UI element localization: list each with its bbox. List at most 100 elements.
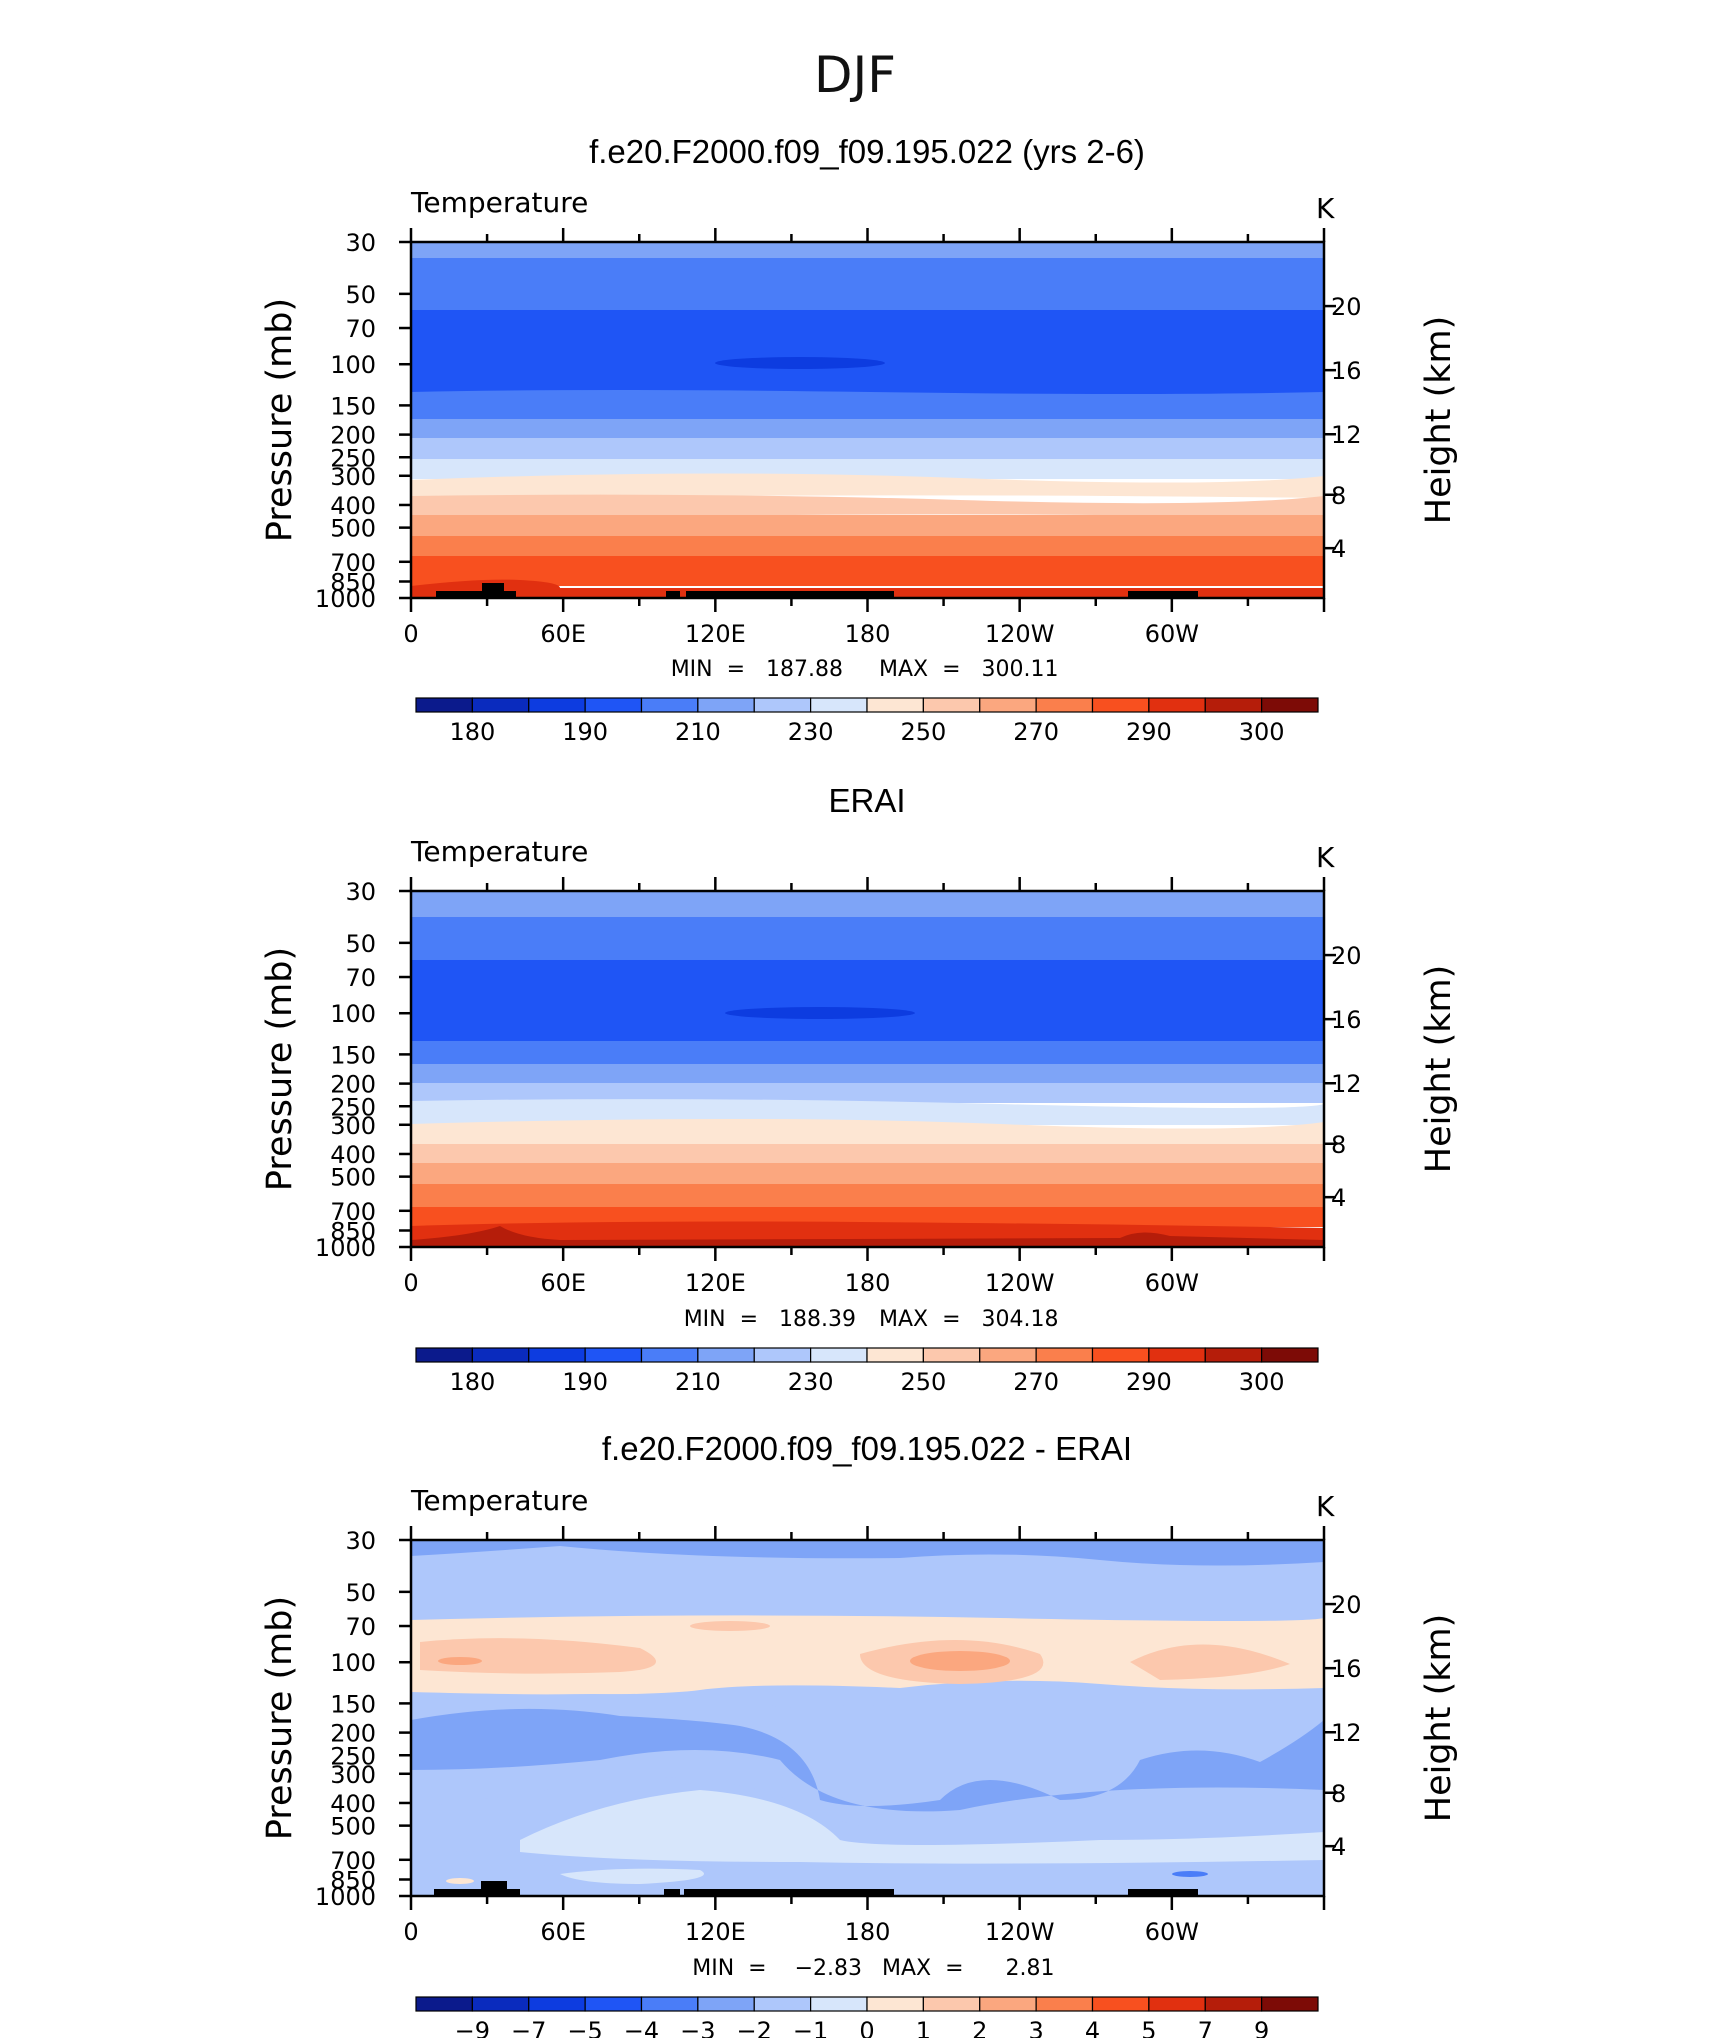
contour-band (715, 357, 885, 369)
units-label: K (1316, 192, 1335, 225)
x-tick-label: 0 (403, 1918, 418, 1946)
colorbar-label: 250 (900, 718, 946, 746)
y-right-tick-label: 4 (1331, 1184, 1346, 1212)
x-tick-label: 60W (1145, 620, 1199, 648)
colorbar-box (584, 697, 643, 713)
contour-band (411, 891, 1324, 919)
contour-band (411, 258, 1324, 312)
colorbar-label: 250 (900, 1368, 946, 1396)
contour-band (411, 556, 1324, 586)
x-tick-label: 60W (1145, 1269, 1199, 1297)
colorbar-box (753, 1996, 812, 2012)
colorbar-box (1035, 697, 1094, 713)
contour-band (411, 1119, 1324, 1145)
topography (686, 591, 894, 598)
y-tick-label: 400 (330, 1790, 376, 1818)
panel-title: f.e20.F2000.f09_f09.195.022 (yrs 2-6) (589, 133, 1145, 170)
colorbar-label: 0 (859, 2017, 874, 2038)
colorbar-box (1261, 1996, 1319, 2012)
x-tick-label: 60W (1145, 1918, 1199, 1946)
colorbar: 180 190 210 230 250 270 290 300 (415, 697, 1319, 746)
x-tick-label: 0 (403, 1269, 418, 1297)
colorbar: −9 −7 −5 −4 −3 −2 −1 0 1 2 3 4 5 7 9 (415, 1996, 1319, 2038)
topography (664, 1889, 680, 1896)
colorbar-label: 9 (1254, 2017, 1269, 2038)
colorbar-label: 210 (675, 718, 721, 746)
contour-field (411, 1540, 1324, 1896)
units-label: K (1316, 1490, 1335, 1523)
contour-band (411, 390, 1324, 424)
y-axis-title: Pressure (mb) (260, 1596, 300, 1840)
y-tick-label: 70 (345, 315, 376, 343)
x-tick-label: 120E (685, 1269, 746, 1297)
y-right-tick-label: 20 (1331, 942, 1362, 970)
y-tick-label: 30 (345, 229, 376, 257)
y-tick-label: 400 (330, 1141, 376, 1169)
colorbar-box (584, 1347, 643, 1363)
colorbar-label: 210 (675, 1368, 721, 1396)
y-tick-label: 100 (330, 1000, 376, 1028)
y-tick-label: 1000 (315, 585, 376, 613)
colorbar-box (866, 1347, 924, 1363)
y-right-tick-label: 8 (1331, 1131, 1346, 1159)
colorbar-label: 3 (1028, 2017, 1043, 2038)
colorbar-box (1204, 1347, 1263, 1363)
colorbar-label: −4 (624, 2017, 659, 2038)
colorbar-label: −9 (455, 2017, 490, 2038)
contour-band (411, 1144, 1324, 1164)
y-tick-label: 300 (330, 1112, 376, 1140)
colorbar-box (640, 697, 699, 713)
colorbar-box (1091, 697, 1150, 713)
y-right-tick-label: 12 (1331, 421, 1362, 449)
colorbar-box (528, 697, 586, 713)
colorbar-box (1035, 1347, 1094, 1363)
contour-band (411, 536, 1324, 558)
colorbar-box (979, 697, 1037, 713)
colorbar-label: 290 (1126, 718, 1172, 746)
y-right-tick-label: 16 (1331, 357, 1362, 385)
colorbar-box (471, 697, 530, 713)
x-tick-label: 60E (540, 620, 586, 648)
colorbar-box (697, 1347, 755, 1363)
x-tick-label: 180 (845, 1918, 891, 1946)
colorbar-label: −7 (511, 2017, 546, 2038)
colorbar-label: 1 (916, 2017, 931, 2038)
x-tick-label: 120E (685, 620, 746, 648)
y-right-tick-label: 8 (1331, 1780, 1346, 1808)
min-label: MIN = 187.88 (671, 657, 843, 682)
contour-band (411, 242, 1324, 260)
colorbar-box (584, 1996, 643, 2012)
y-tick-label: 30 (345, 1527, 376, 1555)
y-tick-label: 50 (345, 281, 376, 309)
colorbar-box (471, 1996, 530, 2012)
min-label: MIN = −2.83 (692, 1956, 862, 1981)
y-right-tick-label: 4 (1331, 1833, 1346, 1861)
axes: 0 60E 120E 180 120W 60W3050701001502002503004… (260, 877, 1459, 1297)
contour-band (411, 1064, 1324, 1084)
y-tick-label: 200 (330, 1720, 376, 1748)
max-label: MAX = 304.18 (879, 1307, 1058, 1332)
y-tick-label: 100 (330, 351, 376, 379)
contour-band (411, 473, 1324, 498)
x-tick-label: 120E (685, 1918, 746, 1946)
axes: 0 60E 120E 180 120W 60W3050701001502002503004… (260, 228, 1459, 648)
y-right-tick-label: 12 (1331, 1719, 1362, 1747)
contour-band (411, 917, 1324, 962)
y-tick-label: 1000 (315, 1883, 376, 1911)
colorbar-label: 190 (562, 718, 608, 746)
variable-label: Temperature (410, 186, 588, 219)
colorbar-box (415, 1347, 473, 1363)
contour-band (411, 1540, 1324, 1566)
colorbar-box (922, 1996, 981, 2012)
contour-band (438, 1657, 482, 1665)
y-tick-label: 200 (330, 1071, 376, 1099)
contour-band (411, 579, 1324, 598)
y-tick-label: 700 (330, 1847, 376, 1875)
contour-band (560, 1868, 704, 1884)
y-tick-label: 70 (345, 1613, 376, 1641)
y-right-axis-title: Height (km) (1419, 965, 1459, 1174)
variable-label: Temperature (410, 1484, 588, 1517)
colorbar-label: 7 (1198, 2017, 1213, 2038)
contour-band (411, 438, 1324, 460)
y-tick-label: 150 (330, 1041, 376, 1069)
